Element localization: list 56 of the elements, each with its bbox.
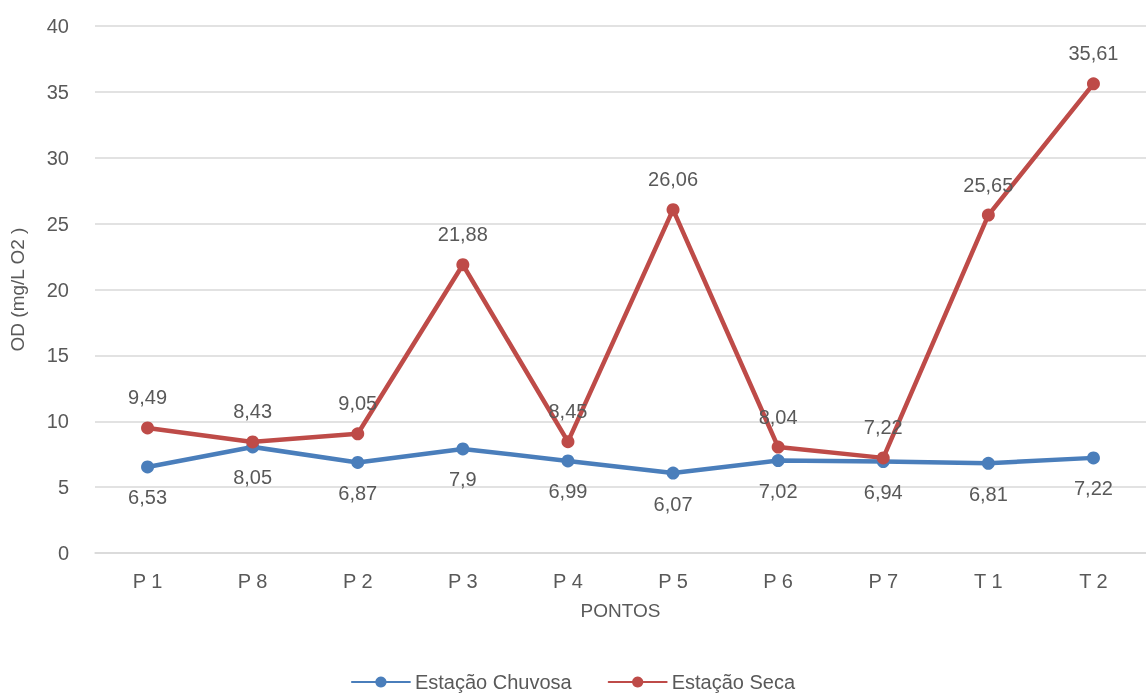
point <box>246 435 260 449</box>
point <box>141 421 155 435</box>
data-label: 6,81 <box>968 482 1008 505</box>
point <box>1086 451 1100 465</box>
legend-label: Estação Seca <box>671 671 796 693</box>
data-label: 21,88 <box>437 223 488 246</box>
data-label: 6,07 <box>653 492 693 515</box>
data-label: 6,87 <box>338 481 378 504</box>
x-tick-label: P 3 <box>448 570 478 592</box>
point <box>771 454 785 468</box>
data-label: 6,99 <box>548 480 588 503</box>
data-label: 35,61 <box>1068 42 1119 65</box>
y-tick-label: 5 <box>57 476 69 499</box>
y-tick-label: 40 <box>46 15 69 37</box>
data-label: 7,22 <box>1073 477 1113 500</box>
point <box>981 456 995 470</box>
y-tick-label: 15 <box>46 344 69 367</box>
y-tick-label: 35 <box>46 80 69 103</box>
y-tick-label: 25 <box>46 212 69 235</box>
y-tick-label: 0 <box>57 542 69 564</box>
y-axis-title: OD (mg/L O2 ) <box>7 227 28 352</box>
point <box>141 460 155 474</box>
x-tick-label: P 2 <box>342 570 373 592</box>
point <box>351 427 365 441</box>
data-label: 8,05 <box>233 466 273 489</box>
point <box>876 451 890 465</box>
x-axis-title: PONTOS <box>580 600 661 621</box>
y-tick-label: 20 <box>46 278 69 301</box>
point <box>981 208 995 222</box>
x-tick-label: P 4 <box>553 570 583 592</box>
point <box>666 203 680 217</box>
point <box>1086 77 1100 91</box>
data-label: 8,43 <box>233 400 273 423</box>
point <box>666 466 680 480</box>
x-tick-label: P 7 <box>868 570 899 592</box>
point <box>561 435 575 449</box>
data-label: 6,53 <box>128 486 168 509</box>
data-label: 26,06 <box>648 168 699 191</box>
point <box>561 454 575 468</box>
legend-label: Estação Chuvosa <box>414 671 573 693</box>
data-label: 7,02 <box>758 480 798 503</box>
point <box>456 258 470 272</box>
y-tick-label: 10 <box>46 410 69 433</box>
x-tick-label: P 8 <box>237 570 268 592</box>
y-tick-label: 30 <box>46 146 69 169</box>
x-tick-label: P 6 <box>763 570 793 592</box>
data-label: 6,94 <box>863 481 903 504</box>
data-label: 9,49 <box>128 386 168 409</box>
x-tick-label: T 2 <box>1079 570 1108 592</box>
x-tick-label: P 5 <box>658 570 688 592</box>
data-label: 7,9 <box>448 468 477 491</box>
x-tick-label: P 1 <box>132 570 163 592</box>
point <box>771 440 785 454</box>
point <box>351 455 365 469</box>
point <box>456 442 470 456</box>
x-tick-label: T 1 <box>974 570 1003 592</box>
